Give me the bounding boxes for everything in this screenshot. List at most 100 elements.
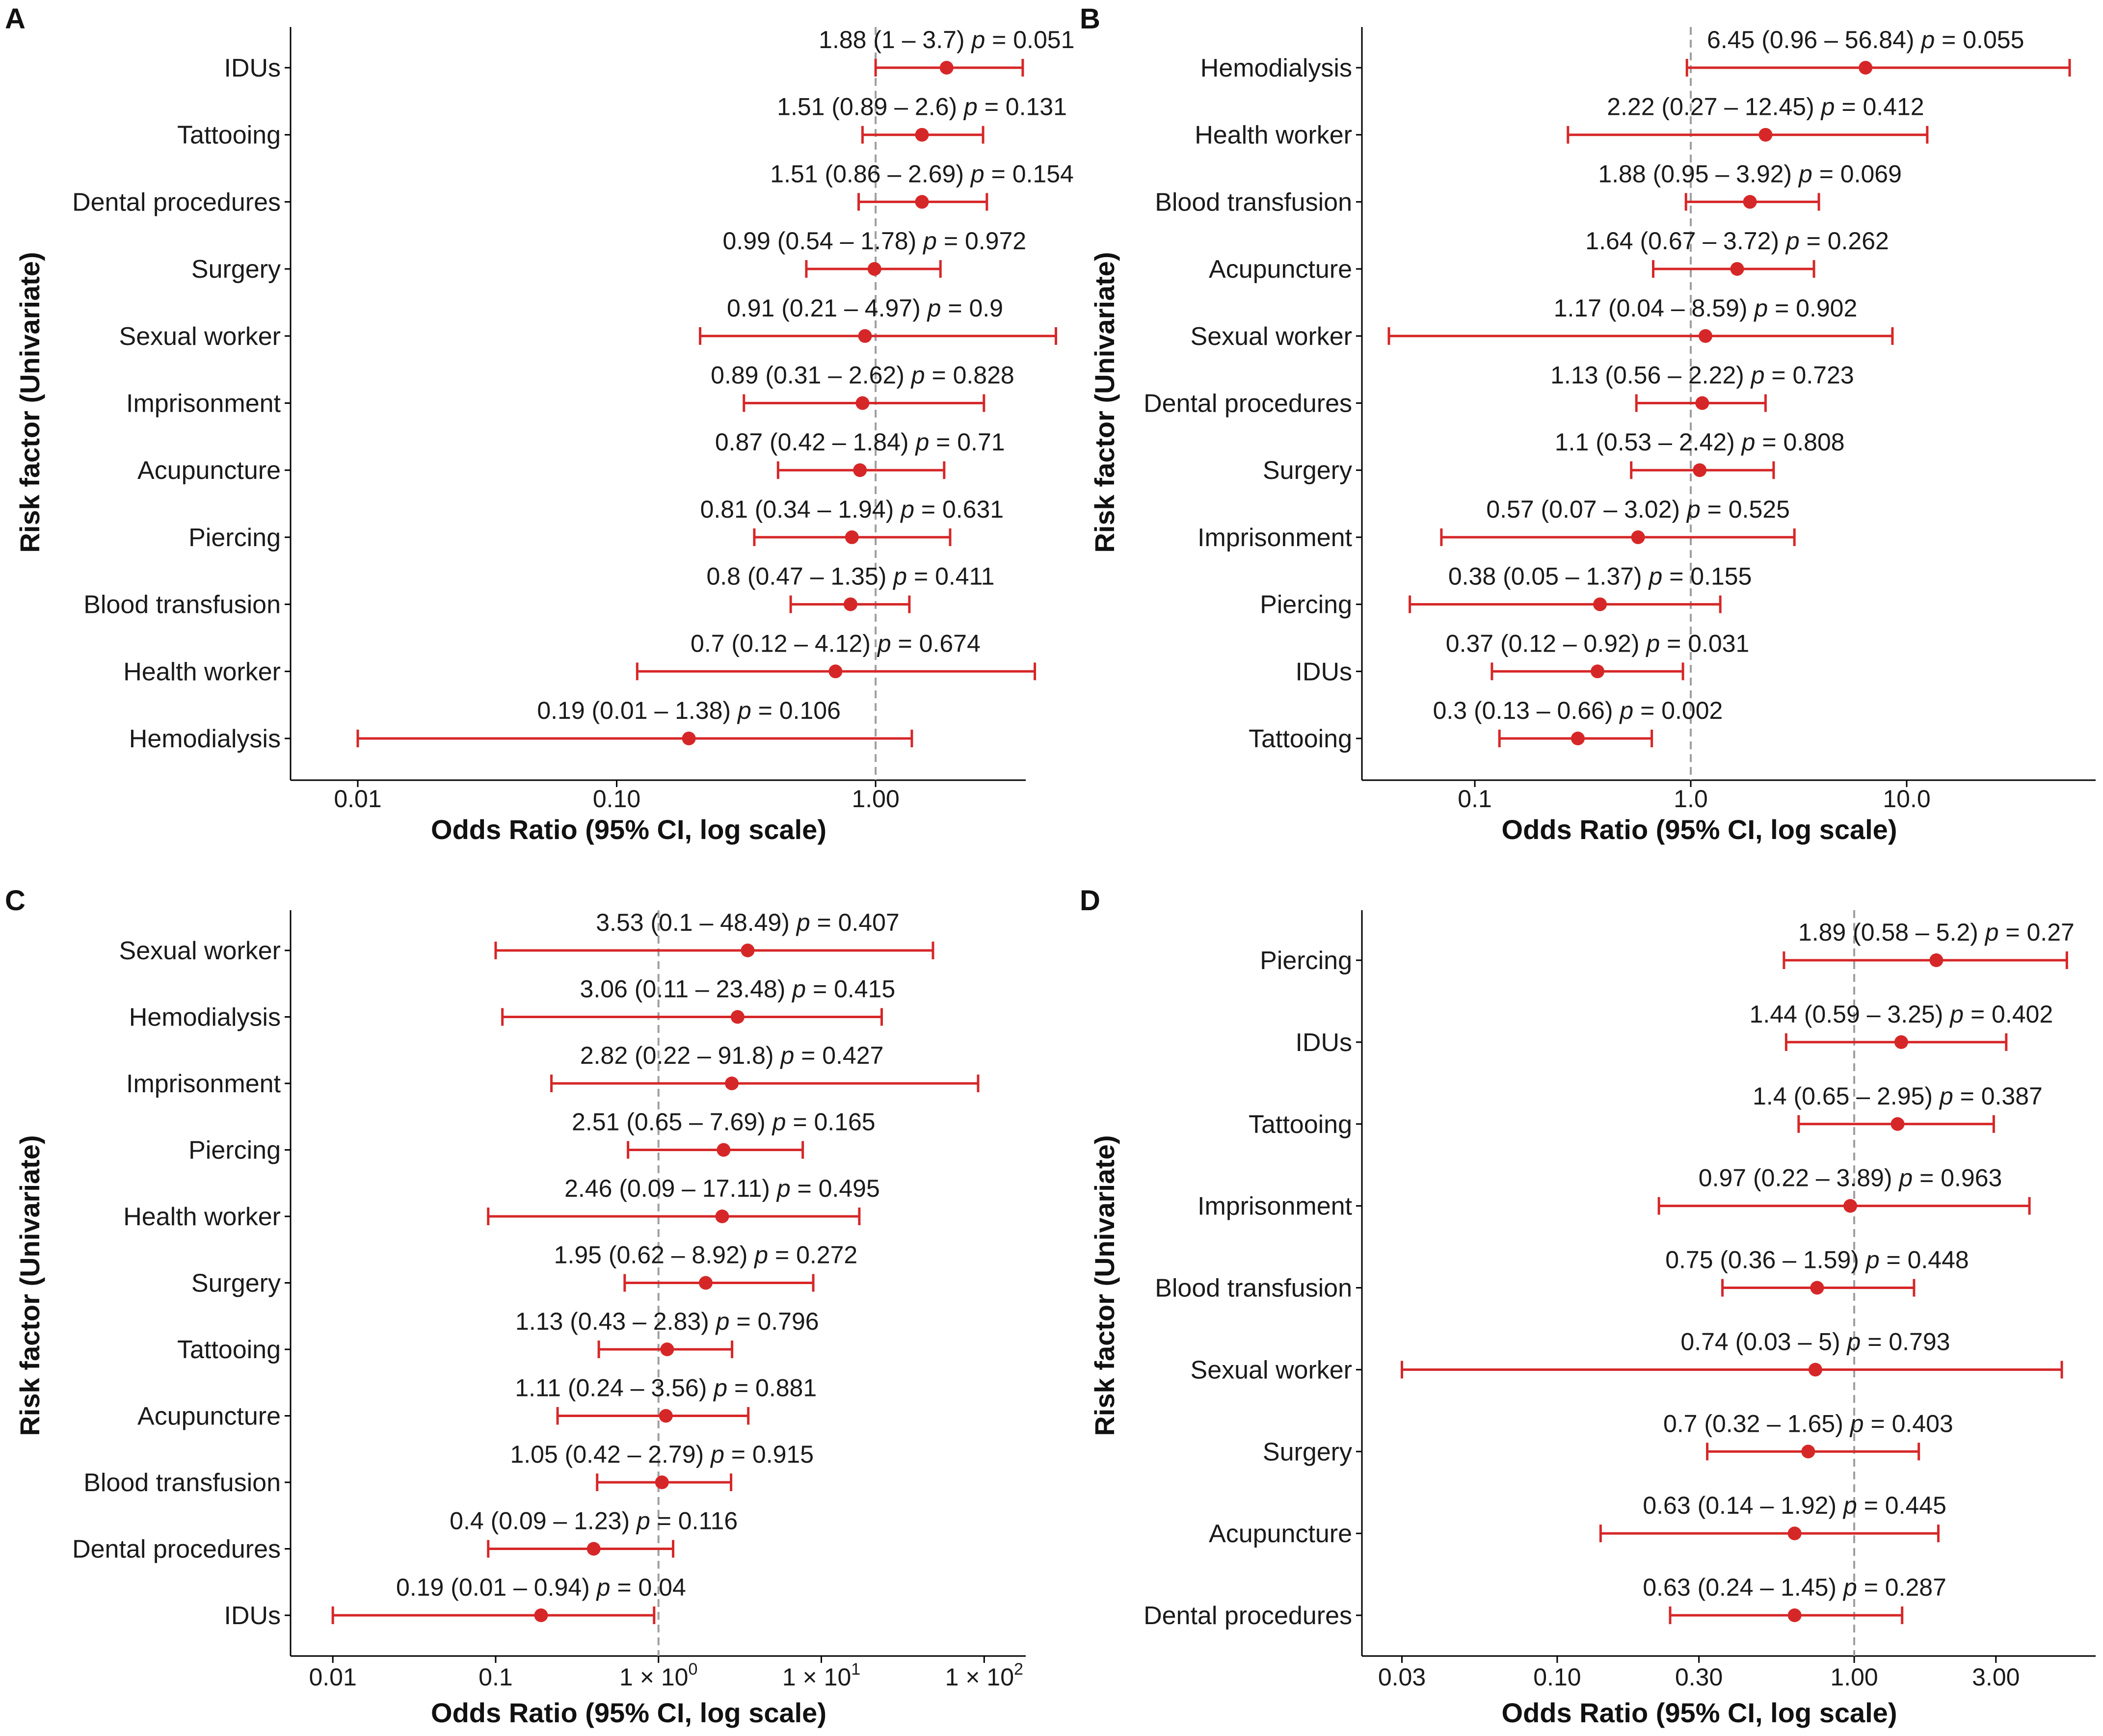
estimate-label: 0.63 (0.24 – 1.45) p = 0.287 <box>1643 1574 1946 1601</box>
forest-row: Acupuncture 1.64 (0.67 – 3.72) p = 0.262 <box>1209 227 1889 284</box>
odds-ratio-point <box>828 664 843 679</box>
estimate-label: 0.97 (0.22 – 3.89) p = 0.963 <box>1699 1164 2002 1192</box>
category-label: Acupuncture <box>1209 255 1352 284</box>
forest-row: Imprisonment 0.57 (0.07 – 3.02) p = 0.525 <box>1198 496 1796 552</box>
forest-row: Blood transfusion 0.8 (0.47 – 1.35) p = 0… <box>83 563 994 619</box>
x-tick-label: 1 × 102 <box>945 1660 1023 1691</box>
estimate-label: 0.99 (0.54 – 1.78) p = 0.972 <box>723 227 1027 255</box>
x-tick-label: 0.1 <box>1458 785 1492 813</box>
x-tick-label: 3.00 <box>1972 1663 2020 1691</box>
x-tick-label: 0.10 <box>593 785 640 813</box>
forest-row: Surgery 0.99 (0.54 – 1.78) p = 0.972 <box>191 227 1026 284</box>
y-axis-title: Risk factor (Univariate) <box>14 252 45 552</box>
odds-ratio-point <box>715 1210 729 1223</box>
estimate-label: 0.81 (0.34 – 1.94) p = 0.631 <box>700 496 1004 523</box>
estimate-label: 1.17 (0.04 – 8.59) p = 0.902 <box>1554 294 1858 322</box>
forest-row: Sexual worker 1.17 (0.04 – 8.59) p = 0.90… <box>1191 294 1894 351</box>
forest-row: Health worker 2.22 (0.27 – 12.45) p = 0.4… <box>1195 93 1929 150</box>
odds-ratio-point <box>534 1608 548 1622</box>
x-tick-label: 10.0 <box>1883 785 1930 813</box>
odds-ratio-point <box>1693 463 1707 477</box>
forest-row: Acupuncture 1.11 (0.24 – 3.56) p = 0.881 <box>137 1374 817 1431</box>
x-axis-title: Odds Ratio (95% CI, log scale) <box>1502 814 1897 845</box>
estimate-label: 0.3 (0.13 – 0.66) p = 0.002 <box>1433 697 1723 724</box>
estimate-label: 0.8 (0.47 – 1.35) p = 0.411 <box>706 563 994 590</box>
forest-row: Dental procedures 0.4 (0.09 – 1.23) p = 0… <box>72 1507 738 1564</box>
odds-ratio-point <box>867 262 881 276</box>
odds-ratio-point <box>698 1276 713 1290</box>
estimate-label: 0.75 (0.36 – 1.59) p = 0.448 <box>1665 1246 1969 1274</box>
category-label: Sexual worker <box>119 937 281 965</box>
category-label: Blood transfusion <box>1155 188 1352 216</box>
x-tick-label: 1.00 <box>1830 1663 1878 1691</box>
x-axis-title: Odds Ratio (95% CI, log scale) <box>431 1697 826 1728</box>
estimate-label: 1.95 (0.62 – 8.92) p = 0.272 <box>554 1241 858 1269</box>
odds-ratio-point <box>1810 1281 1824 1295</box>
y-axis-title: Risk factor (Univariate) <box>14 1135 45 1436</box>
estimate-label: 1.13 (0.56 – 2.22) p = 0.723 <box>1550 362 1854 389</box>
category-label: Health worker <box>123 658 281 686</box>
category-label: Dental procedures <box>1144 390 1352 418</box>
category-label: Piercing <box>1260 947 1352 975</box>
forest-row: Dental procedures 1.13 (0.56 – 2.22) p = … <box>1144 362 1854 418</box>
forest-row: Surgery 1.1 (0.53 – 2.42) p = 0.808 <box>1263 428 1845 485</box>
panel-letter: B <box>1080 3 1100 35</box>
odds-ratio-point <box>660 1342 674 1356</box>
forest-row: Surgery 1.95 (0.62 – 8.92) p = 0.272 <box>191 1241 857 1298</box>
category-label: IDUs <box>1295 658 1352 686</box>
odds-ratio-point <box>939 61 954 75</box>
category-label: Imprisonment <box>126 1070 281 1098</box>
panel-D: D 0.03 0.10 0.30 1.00 3.00 Odds Ratio (95% CI,… <box>1080 885 2096 1728</box>
forest-row: Dental procedures 1.51 (0.86 – 2.69) p = … <box>72 160 1074 216</box>
estimate-label: 0.89 (0.31 – 2.62) p = 0.828 <box>711 362 1014 389</box>
category-label: Blood transfusion <box>83 591 281 619</box>
estimate-label: 0.57 (0.07 – 3.02) p = 0.525 <box>1486 496 1790 523</box>
category-label: Acupuncture <box>137 456 281 485</box>
estimate-label: 1.88 (0.95 – 3.92) p = 0.069 <box>1598 160 1902 187</box>
category-label: Acupuncture <box>137 1402 281 1431</box>
odds-ratio-point <box>1631 530 1645 544</box>
estimate-label: 1.13 (0.43 – 2.83) p = 0.796 <box>515 1308 819 1335</box>
x-axis-title: Odds Ratio (95% CI, log scale) <box>431 814 826 845</box>
category-label: Imprisonment <box>1198 524 1353 552</box>
odds-ratio-point <box>1929 953 1943 967</box>
odds-ratio-point <box>717 1143 731 1157</box>
category-label: Surgery <box>1263 1438 1352 1466</box>
category-label: Tattooing <box>1249 725 1352 753</box>
category-label: Piercing <box>188 524 281 552</box>
estimate-label: 0.37 (0.12 – 0.92) p = 0.031 <box>1446 630 1750 657</box>
forest-row: Piercing 1.89 (0.58 – 5.2) p = 0.27 <box>1260 919 2075 975</box>
odds-ratio-point <box>1890 1117 1905 1131</box>
estimate-label: 0.74 (0.03 – 5) p = 0.793 <box>1680 1328 1950 1355</box>
estimate-label: 0.7 (0.12 – 4.12) p = 0.674 <box>691 630 981 657</box>
odds-ratio-point <box>1699 329 1713 343</box>
forest-row: IDUs 1.88 (1 – 3.7) p = 0.051 <box>224 26 1074 82</box>
odds-ratio-point <box>1787 1608 1802 1622</box>
forest-row: Piercing 0.81 (0.34 – 1.94) p = 0.631 <box>188 496 1004 552</box>
category-label: Sexual worker <box>119 322 281 351</box>
odds-ratio-point <box>1801 1445 1815 1459</box>
odds-ratio-point <box>1859 61 1873 75</box>
category-label: Surgery <box>1263 456 1352 485</box>
category-label: Imprisonment <box>1198 1192 1353 1221</box>
odds-ratio-point <box>1743 195 1757 209</box>
odds-ratio-point <box>1593 597 1607 611</box>
panel-letter: A <box>5 3 26 35</box>
category-label: Tattooing <box>177 1336 281 1364</box>
estimate-label: 0.4 (0.09 – 1.23) p = 0.116 <box>450 1507 738 1535</box>
odds-ratio-point <box>586 1542 601 1556</box>
odds-ratio-point <box>1843 1199 1858 1213</box>
x-tick-label: 1.00 <box>852 785 899 813</box>
x-tick-label: 0.10 <box>1533 1663 1581 1691</box>
category-label: Acupuncture <box>1209 1520 1352 1548</box>
category-label: Dental procedures <box>72 188 281 216</box>
category-label: Surgery <box>191 1269 281 1298</box>
x-tick-label: 0.03 <box>1378 1663 1426 1691</box>
category-label: IDUs <box>224 1602 281 1630</box>
y-axis-title: Risk factor (Univariate) <box>1089 252 1120 552</box>
category-label: IDUs <box>224 54 281 82</box>
estimate-label: 0.87 (0.42 – 1.84) p = 0.71 <box>715 428 1005 456</box>
x-tick-label: 0.1 <box>479 1663 513 1691</box>
estimate-label: 1.05 (0.42 – 2.79) p = 0.915 <box>510 1441 814 1468</box>
